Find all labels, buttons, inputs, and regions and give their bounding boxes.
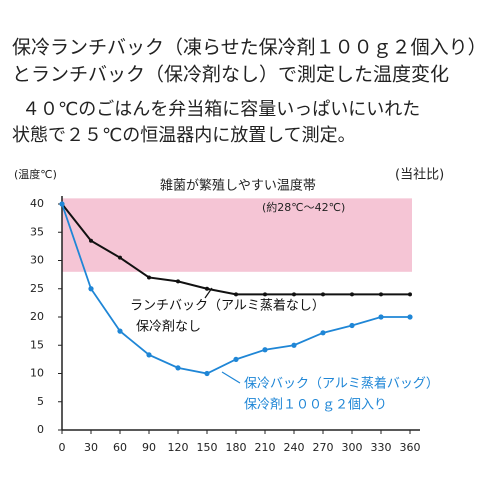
pointer (221, 371, 241, 384)
data-point (147, 275, 151, 280)
y-axis-label: (温度℃) (14, 167, 57, 181)
chart-subtitle: 状態で２５℃の恒温器内に放置して測定。 (12, 125, 356, 146)
series-label: ランチバック（アルミ蒸着なし） (130, 298, 325, 314)
x-tick-label: 60 (113, 441, 127, 454)
data-point (408, 292, 412, 297)
temperature-band (62, 198, 412, 272)
data-point (262, 347, 268, 353)
y-tick-label: 0 (37, 423, 44, 436)
data-point (146, 352, 152, 358)
data-point (379, 292, 383, 297)
y-tick-label: 35 (30, 225, 44, 238)
data-point (291, 342, 297, 348)
chart-title: とランチバック（保冷剤なし）で測定した温度変化 (12, 64, 449, 86)
chart-title: 保冷ランチバック（凍らせた保冷剤１００ｇ２個入り） (12, 37, 487, 59)
data-point (350, 292, 354, 297)
data-point (88, 286, 94, 292)
data-point (378, 314, 384, 320)
data-point (118, 255, 122, 260)
source-note: (当社比) (395, 167, 444, 183)
x-tick-label: 330 (371, 441, 392, 454)
series-label: 保冷バック（アルミ蒸着バッグ） (244, 376, 439, 392)
x-tick-label: 210 (255, 441, 276, 454)
data-point (59, 201, 65, 207)
x-tick-label: 360 (400, 441, 421, 454)
data-point (117, 328, 123, 334)
series-label: 保冷剤１００ｇ２個入り (244, 397, 387, 413)
band-sublabel: (約28℃〜42℃) (262, 200, 345, 214)
data-point (234, 292, 238, 297)
data-point (321, 292, 325, 297)
data-point (176, 279, 180, 284)
y-tick-label: 30 (30, 254, 44, 267)
y-tick-label: 25 (30, 282, 44, 295)
data-point (320, 330, 326, 336)
data-point (175, 365, 181, 371)
series-label: 保冷剤なし (136, 319, 201, 335)
x-tick-label: 120 (168, 441, 189, 454)
data-point (407, 314, 413, 320)
data-point (292, 292, 296, 297)
x-tick-label: 180 (226, 441, 247, 454)
x-tick-label: 150 (197, 441, 218, 454)
x-tick-label: 30 (84, 441, 98, 454)
x-tick-label: 240 (284, 441, 305, 454)
data-point (89, 238, 93, 243)
x-tick-label: 270 (313, 441, 334, 454)
y-tick-label: 40 (30, 197, 44, 210)
x-tick-label: 300 (342, 441, 363, 454)
band-label: 雑菌が繁殖しやすい温度帯 (160, 178, 316, 194)
y-tick-label: 10 (30, 367, 44, 380)
y-tick-label: 20 (30, 310, 44, 323)
y-tick-label: 15 (30, 338, 44, 351)
data-point (204, 370, 210, 377)
data-point (349, 322, 355, 329)
data-point (205, 286, 209, 291)
chart-subtitle: ４０℃のごはんを弁当箱に容量いっぱいにいれた (22, 99, 420, 120)
data-point (233, 356, 239, 362)
x-tick-label: 0 (59, 441, 66, 454)
y-tick-label: 5 (37, 395, 44, 408)
x-tick-label: 90 (142, 441, 156, 454)
data-point (263, 292, 267, 297)
